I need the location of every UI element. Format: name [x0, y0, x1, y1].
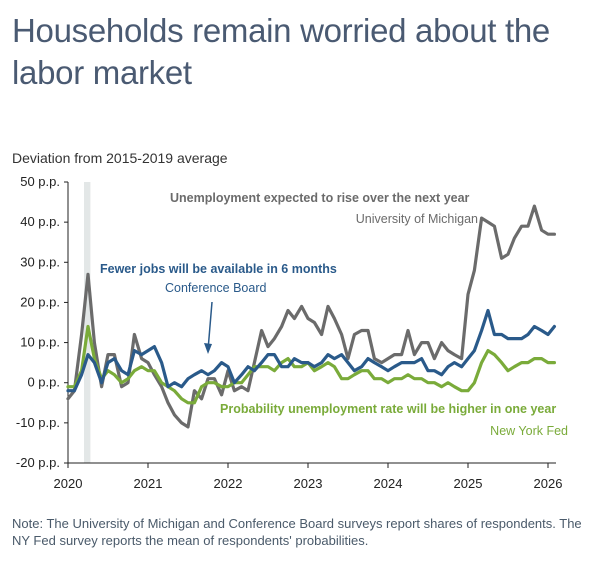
x-tick-label: 2023	[294, 476, 323, 491]
y-tick-label: 20 p.p.	[20, 294, 60, 309]
line-chart: 50 p.p. 40 p.p. 30 p.p. 20 p.p. 10 p.p. 0 p.p…	[16, 174, 568, 491]
x-tick-label: 2025	[454, 476, 483, 491]
y-tick-label: 0 p.p.	[27, 375, 60, 390]
series-source-conference-board: Conference Board	[165, 281, 267, 295]
chart-title: Households remain worried about the labo…	[12, 12, 550, 91]
chart-note: Note: The University of Michigan and Con…	[12, 516, 582, 548]
series-line-ny-fed	[66, 324, 557, 405]
series-label-conference-board: Fewer jobs will be available in 6 months	[100, 262, 337, 276]
y-tick-label: -20 p.p.	[16, 455, 60, 470]
x-tick-label: 2020	[54, 476, 83, 491]
x-tick-label: 2026	[534, 476, 563, 491]
x-tick-label: 2024	[374, 476, 403, 491]
y-tick-label: 30 p.p.	[20, 254, 60, 269]
y-axis-description: Deviation from 2015-2019 average	[12, 150, 228, 166]
series-source-michigan: University of Michigan	[356, 212, 478, 226]
series-line-conference-board	[66, 308, 557, 393]
y-tick-label: 10 p.p.	[20, 335, 60, 350]
conference-board-arrow	[207, 301, 213, 351]
y-tick-label: -10 p.p.	[16, 415, 60, 430]
recession-shading	[84, 182, 91, 463]
x-tick-label: 2021	[134, 476, 163, 491]
series-source-ny-fed: New York Fed	[490, 424, 568, 438]
y-tick-label: 50 p.p.	[20, 174, 60, 189]
x-tick-label: 2022	[214, 476, 243, 491]
series-label-michigan: Unemployment expected to rise over the n…	[170, 191, 470, 205]
y-tick-label: 40 p.p.	[20, 214, 60, 229]
series-label-ny-fed: Probability unemployment rate will be hi…	[220, 402, 556, 416]
series-line-michigan	[66, 204, 557, 429]
arrow-head	[204, 343, 212, 354]
